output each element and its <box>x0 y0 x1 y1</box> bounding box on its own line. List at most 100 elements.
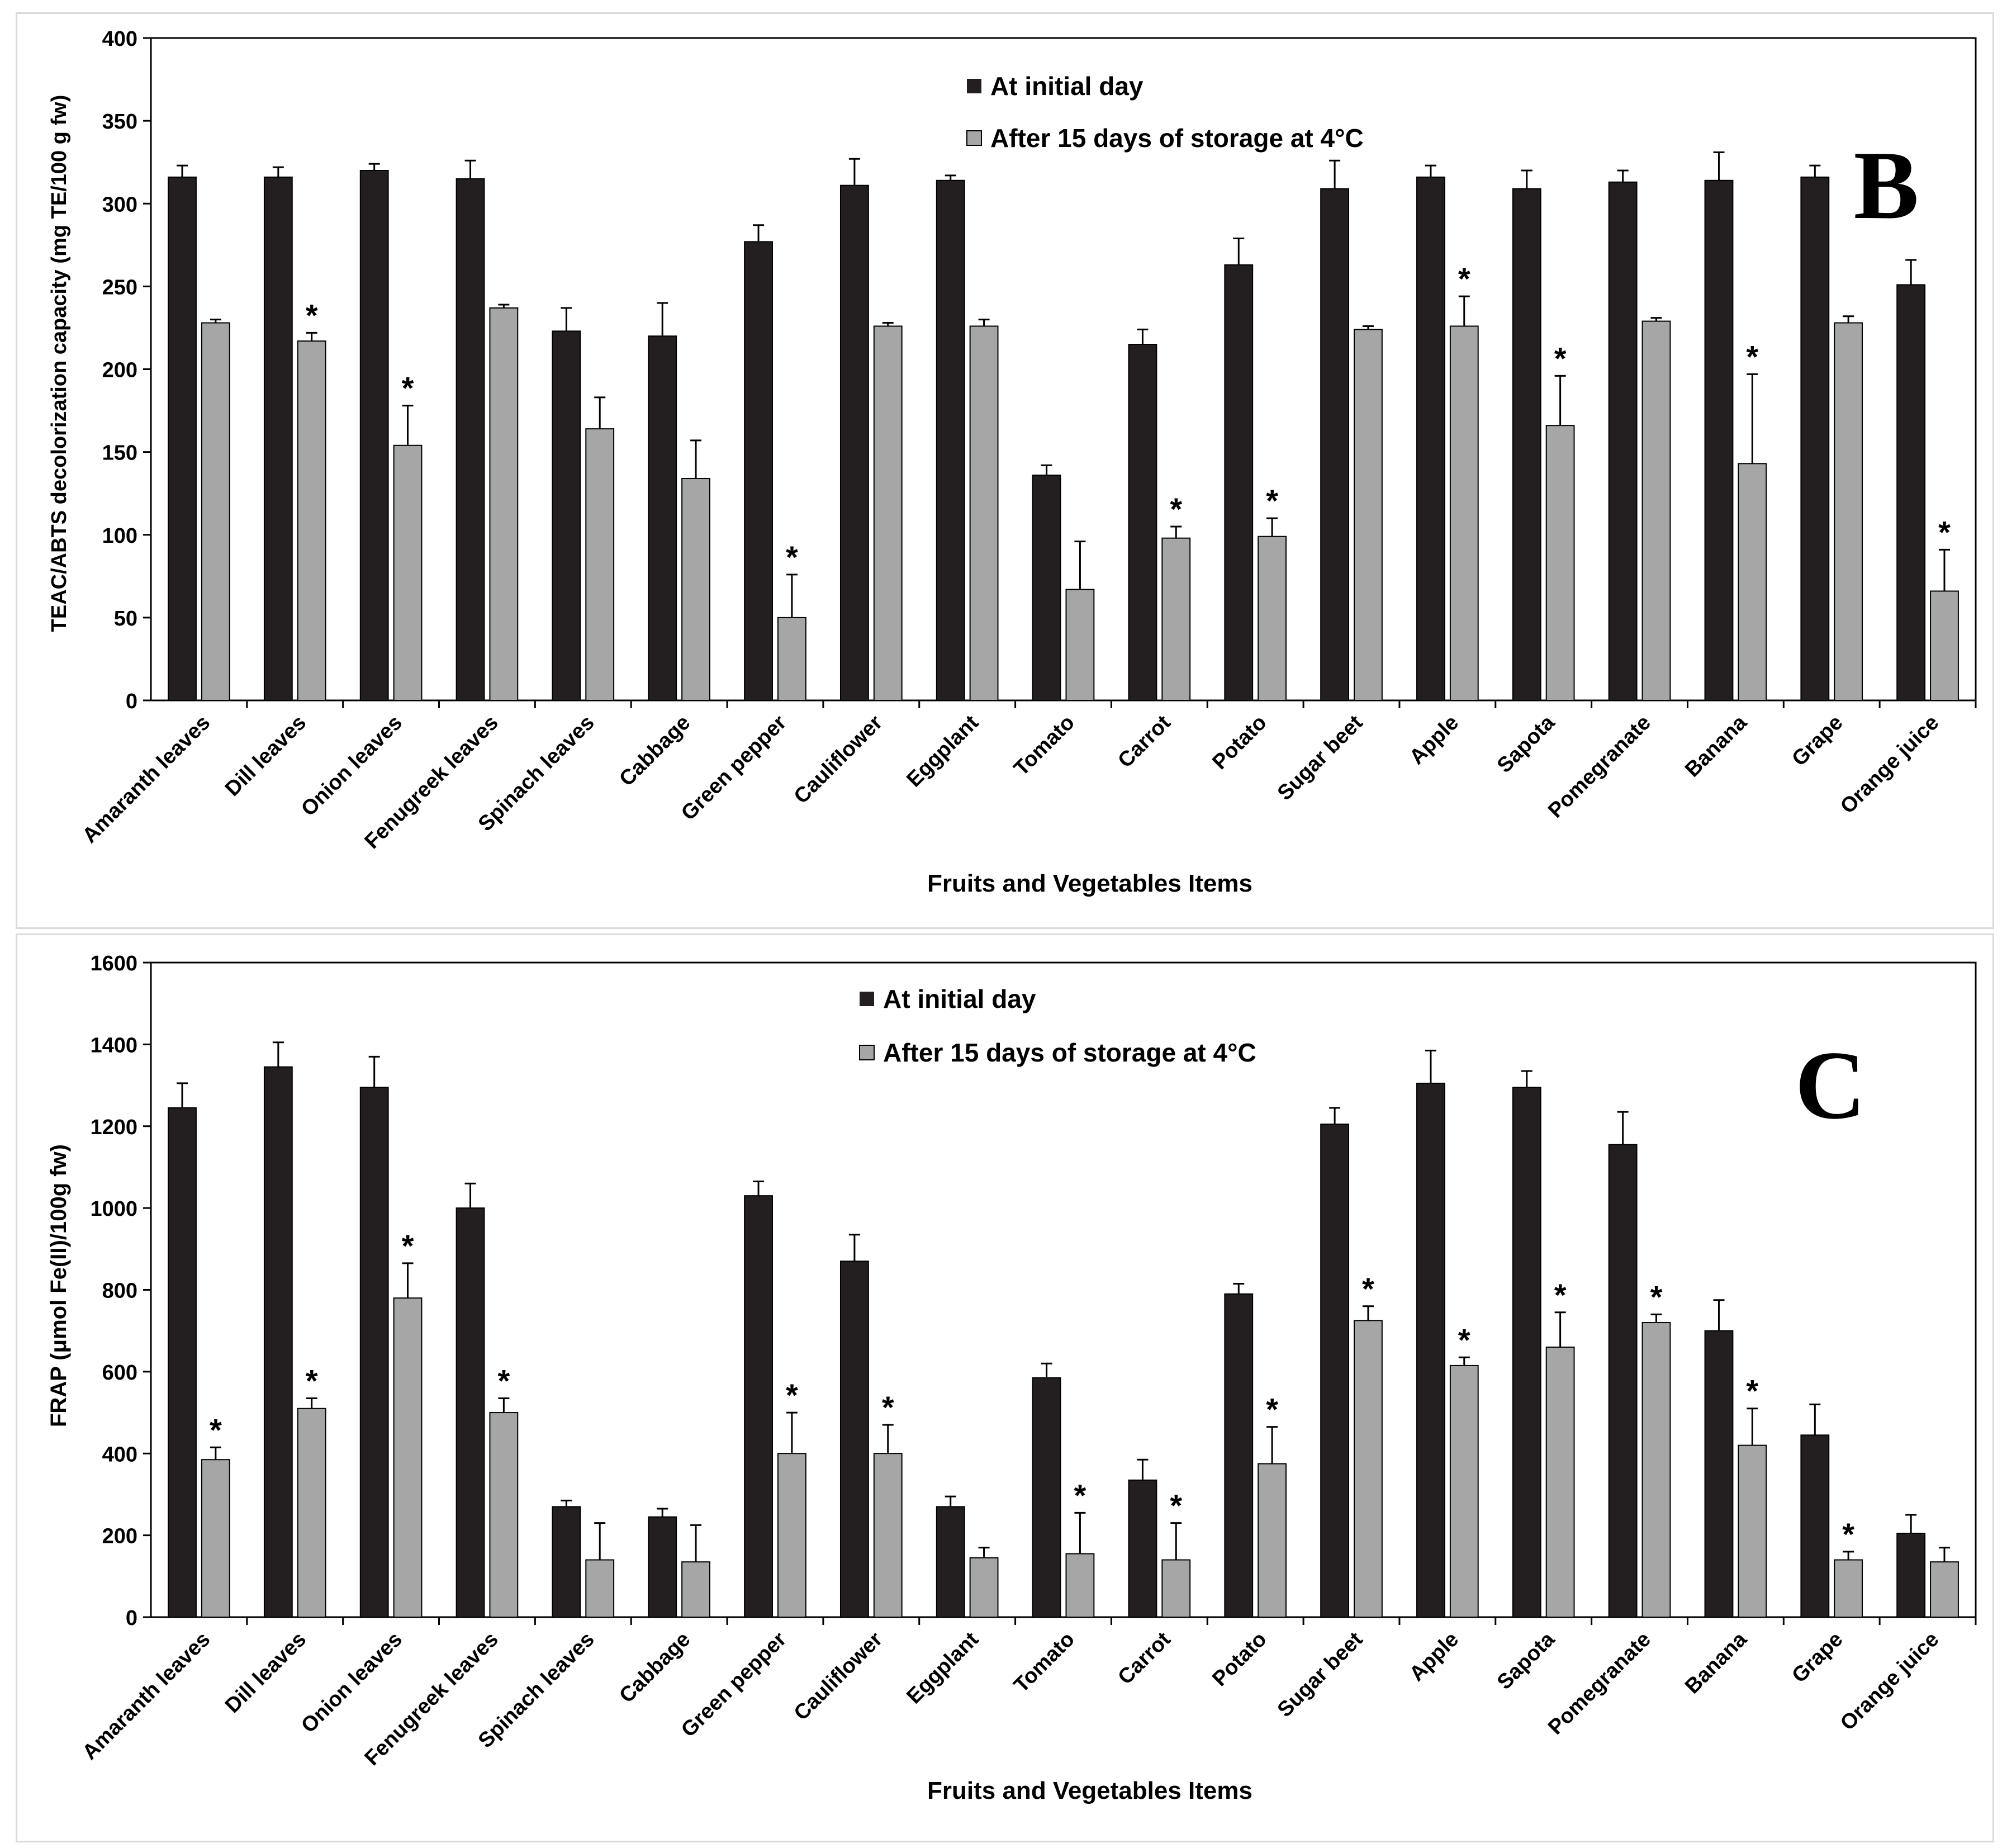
panel-c-y-axis-label: FRAP (μmol Fe(II)/100g fw) <box>46 1144 71 1427</box>
panel-c-significance-marker: * <box>210 1412 222 1447</box>
panel-b-legend-initial-swatch <box>967 79 981 93</box>
panel-c-category-label: Dill leaves <box>221 1628 311 1718</box>
panel-b-legend-stored-label: After 15 days of storage at 4°C <box>990 124 1364 153</box>
panel-b-bar-stored <box>1065 589 1095 701</box>
panel-c-bar-initial <box>648 1516 677 1618</box>
panel-c-bar-stored <box>1161 1559 1191 1618</box>
panel-c-chart: C FRAP (μmol Fe(II)/100g fw) Fruits and … <box>46 952 1977 1804</box>
panel-b-category-label: Apple <box>1405 711 1463 769</box>
panel-c-bar-initial <box>1608 1144 1638 1618</box>
panel-c-category-label: Orange juice <box>1836 1628 1943 1735</box>
panel-c-category-label: Grape <box>1787 1628 1847 1688</box>
panel-c-significance-marker: * <box>402 1228 414 1263</box>
panel-b-bar-stored <box>585 428 615 702</box>
panel-c-legend-stored-label: After 15 days of storage at 4°C <box>883 1038 1256 1067</box>
panel-b-category-label: Onion leaves <box>297 711 407 821</box>
panel-b-y-tick-label: 150 <box>102 442 137 465</box>
panel-b-bar-initial <box>1224 264 1254 701</box>
panel-b-bar-initial <box>839 184 869 702</box>
panel-b-significance-marker: * <box>1170 491 1182 527</box>
panel-c-y-tick-label: 0 <box>126 1607 137 1630</box>
panel-b-x-axis-label: Fruits and Vegetables Items <box>927 870 1252 897</box>
panel-c-category-label: Cabbage <box>615 1628 695 1708</box>
panel-b-y-tick-label: 250 <box>102 276 137 299</box>
panel-c-bar-initial <box>1320 1124 1350 1618</box>
panel-b-bar-initial <box>359 170 389 701</box>
panel-c-significance-marker: * <box>1650 1279 1663 1314</box>
panel-b-bar-stored <box>1930 590 1959 701</box>
panel-b-legend-initial-label: At initial day <box>990 72 1144 101</box>
panel-b-y-tick-label: 0 <box>126 690 137 713</box>
panel-b-category-label: Dill leaves <box>221 711 311 801</box>
panel-c-category-label: Pomegranate <box>1544 1628 1655 1740</box>
panel-c-bar-stored <box>201 1459 230 1618</box>
panel-c-bar-initial <box>1704 1330 1734 1618</box>
panel-c-bar-stored <box>1930 1561 1959 1618</box>
panel-c-y-tick-label: 200 <box>102 1525 137 1548</box>
panel-b-bar-stored <box>681 478 710 702</box>
panel-b-bar-initial <box>1512 188 1541 701</box>
panel-c-bar-initial <box>936 1506 965 1618</box>
panel-c-bar-initial <box>456 1207 485 1618</box>
panel-b-category-label: Eggplant <box>902 710 983 792</box>
panel-c-significance-marker: * <box>306 1363 318 1398</box>
panel-c-category-label: Sapota <box>1493 1627 1560 1694</box>
panel-c-bar-stored <box>681 1561 710 1618</box>
panel-c-bar-stored <box>1834 1559 1863 1618</box>
panel-b-category-label: Grape <box>1787 711 1847 771</box>
panel-c-bar-stored <box>585 1559 615 1618</box>
panel-c-y-tick-label: 400 <box>102 1443 137 1466</box>
panel-b-y-tick-label: 100 <box>102 524 137 548</box>
panel-b-bar-initial <box>648 335 677 701</box>
panel-b-category-label: Banana <box>1681 710 1752 781</box>
panel-c-y-tick-label: 1200 <box>90 1116 137 1139</box>
panel-c-bar-stored <box>1354 1320 1383 1618</box>
panel-b-bar-stored <box>969 325 999 701</box>
panel-b-y-axis-label: TEAC/ABTS decolorization capacity (mg TE… <box>48 95 71 632</box>
panel-b-y-tick-label: 350 <box>102 110 137 134</box>
panel-b-bar-stored <box>1738 463 1767 701</box>
panel-b-legend-stored-swatch <box>966 130 982 146</box>
panel-c-bar-stored <box>1449 1364 1479 1618</box>
panel-c-legend-initial-swatch <box>860 992 874 1006</box>
panel-b-category-label: Cabbage <box>615 711 695 791</box>
panel-b-significance-marker: * <box>1938 514 1951 549</box>
panel-c-category-label: Onion leaves <box>297 1628 407 1738</box>
panel-b-bar-initial <box>1416 176 1445 702</box>
panel-c-bar-stored <box>1065 1553 1095 1618</box>
panel-c-bar-initial <box>552 1506 581 1618</box>
panel-c-bar-stored <box>1545 1346 1575 1618</box>
panel-b-significance-marker: * <box>1746 339 1758 374</box>
panel-c-bar-stored <box>297 1408 326 1618</box>
panel-c-y-tick-label: 800 <box>102 1280 137 1303</box>
panel-c-significance-marker: * <box>882 1390 894 1425</box>
panel-c-bar-initial <box>1416 1082 1445 1618</box>
panel-c-bar-stored <box>873 1453 903 1618</box>
panel-c-legend-initial-label: At initial day <box>883 984 1036 1013</box>
panel-c-bar-initial <box>1224 1293 1254 1618</box>
panel-c-bar-initial <box>1896 1532 1926 1618</box>
panel-b-bar-stored <box>1354 329 1383 701</box>
panel-b-bar-stored <box>777 617 806 701</box>
panel-c-y-tick-label: 1600 <box>90 952 137 975</box>
panel-b-category-label: Sapota <box>1493 710 1560 778</box>
panel-b-bar-stored <box>1258 536 1287 702</box>
panel-b-category-label: Carrot <box>1113 710 1175 773</box>
panel-b-y-tick-label: 400 <box>102 27 137 51</box>
panel-b-bar-stored <box>1834 322 1863 701</box>
panel-c-significance-marker: * <box>1362 1271 1374 1306</box>
panel-b-bar-stored <box>489 307 519 701</box>
panel-c-bar-stored <box>969 1557 999 1618</box>
panel-b-bar-stored <box>1161 537 1191 701</box>
panel-b-bar-initial <box>744 241 773 701</box>
panel-b-bar-stored <box>873 325 903 701</box>
panel-b-y-tick-label: 200 <box>102 359 137 382</box>
panel-b-significance-marker: * <box>1266 483 1278 518</box>
panel-b-bar-initial <box>456 178 485 701</box>
panel-b-category-label: Orange juice <box>1836 711 1943 818</box>
panel-b-bar-stored <box>393 444 423 702</box>
panel-c-bar-stored <box>777 1453 806 1618</box>
panel-c-bar-stored <box>489 1412 519 1618</box>
panel-c-x-axis-label: Fruits and Vegetables Items <box>927 1777 1252 1804</box>
panel-b-y-tick-label: 50 <box>114 607 137 631</box>
